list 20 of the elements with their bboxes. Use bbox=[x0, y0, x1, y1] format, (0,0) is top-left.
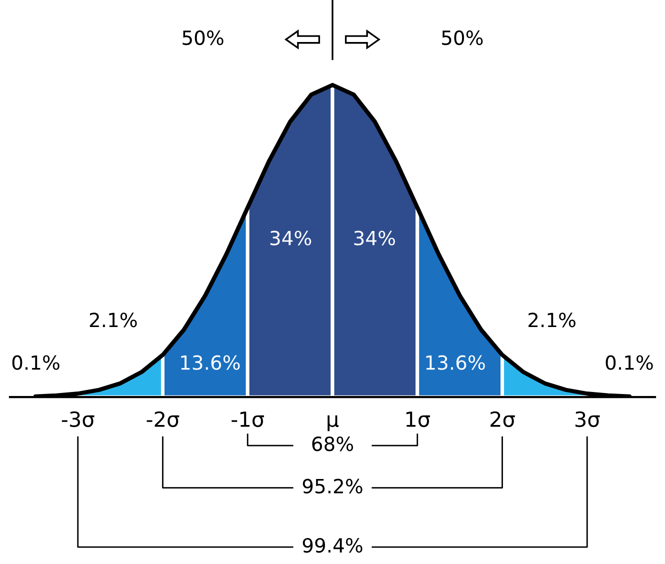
x-tick-label: -2σ bbox=[146, 411, 180, 428]
x-tick-label: -3σ bbox=[62, 411, 94, 428]
annotation: 2.1% bbox=[90, 312, 137, 328]
x-tick-label: 3σ bbox=[575, 411, 600, 428]
text: 99.4% bbox=[302, 538, 362, 553]
annotation: 13.6% bbox=[181, 355, 240, 370]
x-tick-label: 1σ bbox=[406, 412, 430, 428]
text: 50% bbox=[442, 30, 483, 46]
annotation: 0.1% bbox=[12, 355, 60, 370]
annotation: 34% bbox=[270, 230, 312, 246]
x-tick-label: -1σ bbox=[232, 412, 264, 428]
annotation: 13.6% bbox=[426, 355, 485, 370]
text: 95.2% bbox=[302, 478, 362, 494]
text: 50% bbox=[182, 30, 224, 46]
x-tick-label: 2σ bbox=[490, 411, 515, 428]
x-tick-label: μ bbox=[328, 415, 339, 432]
annotation: 2.1% bbox=[528, 312, 576, 328]
annotation: 0.1% bbox=[606, 355, 653, 370]
annotation: 34% bbox=[354, 230, 395, 246]
text: 68% bbox=[312, 436, 354, 452]
